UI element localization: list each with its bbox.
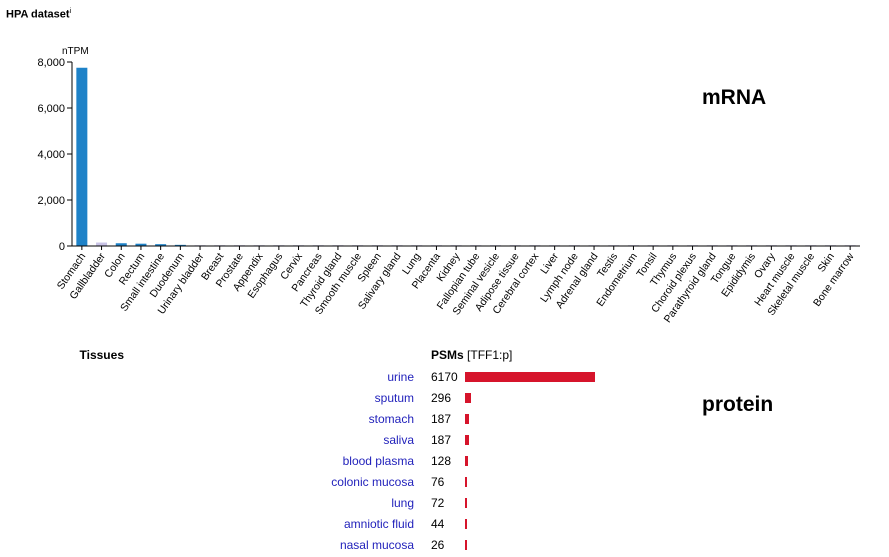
psm-row: lung 72	[300, 493, 700, 514]
tissue-link[interactable]: stomach	[368, 412, 414, 426]
tissues-column-header: Tissues	[79, 348, 124, 362]
psm-bar	[465, 540, 467, 550]
psm-count: 76	[431, 475, 445, 489]
psm-header-text: PSMs	[431, 348, 464, 362]
bar-colon[interactable]	[115, 243, 127, 246]
psm-bar	[465, 372, 595, 382]
dataset-title: HPA dataseti	[6, 8, 71, 21]
tissue-link[interactable]: saliva	[383, 433, 414, 447]
psm-bar	[465, 456, 468, 466]
tissue-link[interactable]: sputum	[374, 391, 414, 405]
psm-bar	[465, 414, 469, 424]
tissue-link[interactable]: colonic mucosa	[331, 475, 414, 489]
bar-gallbladder[interactable]	[96, 242, 108, 246]
psm-count: 26	[431, 538, 445, 552]
psm-bar	[465, 477, 467, 487]
bar-small-intestine[interactable]	[155, 244, 167, 246]
psm-bar	[465, 435, 469, 445]
psm-row: colonic mucosa 76	[300, 472, 700, 493]
psm-row: stomach 187	[300, 409, 700, 430]
psm-row: saliva 187	[300, 430, 700, 451]
psm-row: nasal mucosa 26	[300, 535, 700, 556]
tissue-link[interactable]: lung	[391, 496, 414, 510]
psm-row: amniotic fluid 44	[300, 514, 700, 535]
psm-count: 187	[431, 433, 452, 447]
tissue-link[interactable]: amniotic fluid	[343, 517, 414, 531]
tissue-link[interactable]: nasal mucosa	[339, 538, 414, 552]
psm-bar	[465, 519, 467, 529]
dataset-title-text: HPA dataset	[6, 8, 70, 21]
bar-duodenum[interactable]	[174, 244, 186, 246]
tissue-link[interactable]: blood plasma	[342, 454, 414, 468]
y-axis: 0 2,000 4,000 6,000 8,000	[37, 57, 73, 253]
bar-stomach[interactable]	[76, 67, 88, 246]
psm-column-header: PSMs [TFF1:p]	[431, 348, 512, 362]
tissue-link[interactable]: urine	[387, 370, 414, 384]
bar-rectum[interactable]	[135, 243, 147, 246]
mrna-bar-chart: nTPM 0 2,000 4,000 6,000 8,000 StomachGallbl…	[37, 46, 860, 325]
psm-count: 6170	[431, 370, 458, 384]
psm-count: 72	[431, 496, 445, 510]
psm-row: urine 6170	[300, 367, 700, 388]
psm-count: 128	[431, 454, 452, 468]
mrna-label: mRNA	[702, 86, 767, 109]
y-tick-label: 4,000	[37, 149, 65, 161]
info-icon[interactable]: i	[69, 8, 72, 15]
psm-count: 44	[431, 517, 445, 531]
psm-bar	[465, 393, 472, 403]
y-tick-label: 0	[59, 241, 65, 253]
y-tick-label: 2,000	[37, 195, 65, 207]
y-tick-label: 8,000	[37, 57, 65, 69]
y-tick-label: 6,000	[37, 103, 65, 115]
psm-row: sputum 296	[300, 388, 700, 409]
protein-label: protein	[702, 393, 774, 416]
psm-count: 296	[431, 391, 452, 405]
y-axis-label: nTPM	[62, 46, 89, 57]
psm-header-suffix: [TFF1:p]	[467, 348, 513, 362]
psm-bar	[465, 498, 467, 508]
psm-row: blood plasma 128	[300, 451, 700, 472]
psm-count: 187	[431, 412, 452, 426]
